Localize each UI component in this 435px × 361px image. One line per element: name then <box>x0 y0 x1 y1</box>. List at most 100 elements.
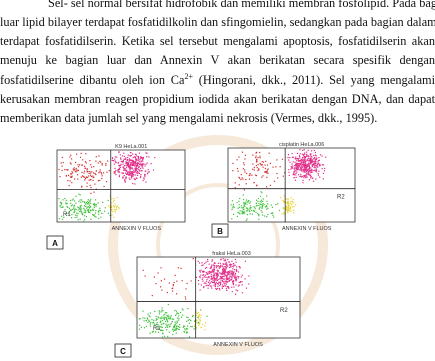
cell-dot <box>207 260 209 262</box>
cell-dot <box>111 208 113 210</box>
cell-dot <box>296 169 298 171</box>
cell-dot <box>216 287 219 290</box>
cell-dot <box>71 204 74 206</box>
cell-dot <box>290 204 292 206</box>
cell-dot <box>288 169 290 171</box>
cell-dot <box>142 160 144 162</box>
cell-dot <box>70 154 72 156</box>
cell-dot <box>130 172 132 174</box>
cell-dot <box>100 172 102 174</box>
cell-dot <box>232 266 234 268</box>
cell-dot <box>214 283 216 285</box>
cell-dot <box>299 169 301 171</box>
cell-dot <box>297 164 299 166</box>
cell-dot <box>122 163 124 165</box>
cell-dot <box>301 170 303 172</box>
cell-dot <box>305 174 307 176</box>
cell-dot <box>152 322 154 324</box>
cell-dot <box>312 161 315 163</box>
cell-dot <box>209 282 212 284</box>
cell-dot <box>153 319 155 321</box>
cell-dot <box>115 174 117 176</box>
cell-dot <box>61 169 63 172</box>
cell-dot <box>229 266 231 269</box>
cell-dot <box>244 278 246 280</box>
cell-dot <box>200 309 202 311</box>
cell-dot <box>210 274 212 276</box>
cell-dot <box>282 199 284 201</box>
cell-dot <box>264 164 266 166</box>
cell-dot <box>211 269 213 271</box>
cell-dot <box>221 277 223 279</box>
cell-dot <box>176 317 179 319</box>
cell-dot <box>313 157 316 159</box>
cell-dot <box>222 270 224 272</box>
cell-dot <box>264 167 266 170</box>
cell-dot <box>118 176 120 178</box>
cell-dot <box>201 264 203 267</box>
cell-dot <box>295 166 297 168</box>
cell-dot <box>252 168 254 170</box>
cell-dot <box>147 171 149 173</box>
cell-dot <box>135 177 137 179</box>
cell-dot <box>116 156 118 158</box>
cell-dot <box>152 169 155 171</box>
cell-dot <box>276 172 278 175</box>
cell-dot <box>306 166 308 168</box>
cell-dot <box>250 201 252 203</box>
cell-dot <box>222 263 224 265</box>
cell-dot <box>76 214 78 216</box>
cell-dot <box>285 205 287 207</box>
cell-dot <box>288 171 290 173</box>
cell-dot <box>321 168 323 170</box>
cell-dot <box>133 172 135 174</box>
cell-dot <box>60 202 63 204</box>
cell-dot <box>185 327 187 330</box>
cell-dot <box>299 163 301 166</box>
x-axis-label: ANNEXIN V FLUOS <box>112 226 162 232</box>
cell-dot <box>116 197 118 199</box>
cell-dot <box>294 167 296 169</box>
cell-dot <box>144 174 146 176</box>
cell-dot <box>206 272 208 274</box>
cell-dot <box>143 327 146 329</box>
cell-dot <box>235 272 237 274</box>
cell-dot <box>225 277 227 279</box>
cell-dot <box>240 205 243 207</box>
cell-dot <box>261 204 263 206</box>
cell-dot <box>93 203 95 205</box>
cell-dot <box>303 161 305 164</box>
cell-dot <box>238 200 240 202</box>
cell-dot <box>245 179 247 181</box>
cell-dot <box>85 205 87 207</box>
cell-dot <box>200 274 202 276</box>
cell-dot <box>166 315 168 317</box>
cell-dot <box>175 327 177 329</box>
cell-dot <box>130 173 132 175</box>
cell-dot <box>258 202 260 205</box>
cell-dot <box>80 210 82 212</box>
cell-dot <box>130 160 132 162</box>
cell-dot <box>95 199 97 201</box>
cell-dot <box>260 163 262 165</box>
cell-dot <box>65 203 67 205</box>
cell-dot <box>238 184 240 186</box>
cell-dot <box>283 200 285 203</box>
cell-dot <box>84 179 86 181</box>
cell-dot <box>315 167 317 169</box>
cell-dot <box>223 275 225 277</box>
cell-dot <box>104 207 106 209</box>
cell-dot <box>99 171 101 173</box>
cell-dot <box>273 216 275 218</box>
cell-dot <box>181 280 183 282</box>
cell-dot <box>84 211 86 213</box>
cell-dot <box>130 162 132 164</box>
cell-dot <box>293 173 295 175</box>
cell-dot <box>141 170 143 172</box>
cell-dot <box>229 279 231 281</box>
cell-dot <box>238 276 240 278</box>
cell-dot <box>59 176 61 178</box>
cell-dot <box>174 321 176 323</box>
cell-dot <box>253 182 255 184</box>
cell-dot <box>115 206 118 209</box>
